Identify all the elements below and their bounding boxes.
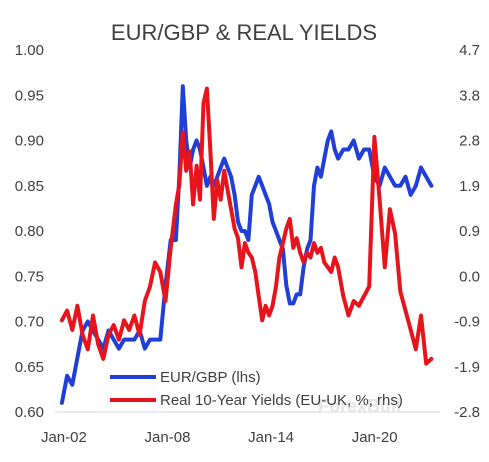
right-tick-label: 3.8 <box>459 87 480 104</box>
left-tick-label: 0.85 <box>15 178 44 195</box>
right-tick-label: 4.7 <box>459 42 480 59</box>
x-tick-label: Jan-02 <box>41 429 87 446</box>
right-tick-label: 0.9 <box>459 223 480 240</box>
right-tick-label: 1.9 <box>459 178 480 195</box>
right-tick-label: 0.0 <box>459 268 480 285</box>
left-axis-ticks: 0.60 0.65 0.70 0.75 0.80 0.85 0.90 0.95 1.00 <box>15 42 44 421</box>
right-tick-label: -1.9 <box>454 359 480 376</box>
right-axis-ticks: -2.8 -1.9 -0.9 0.0 0.9 1.9 2.8 3.8 4.7 <box>454 42 480 421</box>
left-tick-label: 1.00 <box>15 42 44 59</box>
left-tick-label: 0.95 <box>15 87 44 104</box>
right-tick-label: -0.9 <box>454 314 480 331</box>
left-tick-label: 0.65 <box>15 359 44 376</box>
series-line-real-yields <box>59 86 434 366</box>
series-layer <box>59 84 434 405</box>
chart-title: EUR/GBP & REAL YIELDS <box>111 20 377 45</box>
left-tick-label: 0.75 <box>15 268 44 285</box>
x-axis-ticks: Jan-02 Jan-08 Jan-14 Jan-20 <box>41 429 398 446</box>
x-tick-label: Jan-20 <box>352 429 398 446</box>
right-tick-label: 2.8 <box>459 133 480 150</box>
left-tick-label: 0.70 <box>15 314 44 331</box>
x-tick-label: Jan-08 <box>145 429 191 446</box>
x-tick-label: Jan-14 <box>248 429 294 446</box>
left-tick-label: 0.80 <box>15 223 44 240</box>
left-tick-label: 0.60 <box>15 404 44 421</box>
legend-label-eurgbp: EUR/GBP (lhs) <box>160 369 261 386</box>
left-tick-label: 0.90 <box>15 133 44 150</box>
legend: EUR/GBP (lhs) Real 10-Year Yields (EU-UK… <box>110 369 403 409</box>
legend-label-real-yields: Real 10-Year Yields (EU-UK, %, rhs) <box>160 392 403 409</box>
series-line-eurgbp <box>59 84 434 405</box>
watermark-text: ForexBull <box>318 396 401 416</box>
right-tick-label: -2.8 <box>454 404 480 421</box>
